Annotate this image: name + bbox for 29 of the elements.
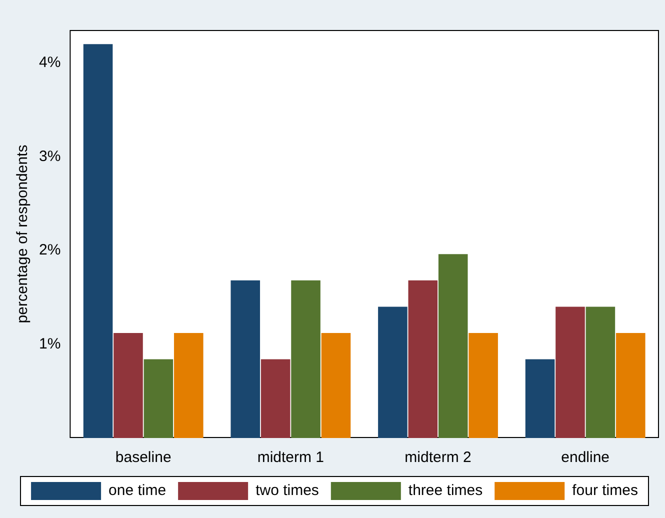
y-axis-title: percentage of respondents <box>14 144 32 324</box>
y-tick-label: 4% <box>38 54 61 71</box>
bar <box>378 306 408 438</box>
y-tick-label: 2% <box>38 242 61 259</box>
x-tick-label: baseline <box>115 449 172 466</box>
bar <box>114 332 143 438</box>
bar <box>468 332 498 438</box>
bar <box>230 280 260 438</box>
bar <box>83 44 113 438</box>
bar <box>144 359 174 438</box>
legend-label: one time <box>108 482 166 500</box>
y-tick-label: 3% <box>38 148 61 165</box>
x-tick-label: midterm 2 <box>404 449 472 466</box>
bar <box>556 306 585 438</box>
y-tick-label: 1% <box>38 335 61 352</box>
bar <box>408 280 438 438</box>
x-tick-label: endline <box>561 449 610 466</box>
bar <box>616 332 646 438</box>
bar <box>586 306 616 438</box>
bar <box>260 359 290 438</box>
bar <box>291 280 320 438</box>
legend-label: four times <box>572 482 638 500</box>
bar <box>525 359 555 438</box>
bar <box>174 332 204 438</box>
legend-label: three times <box>408 482 483 500</box>
x-tick-label: midterm 1 <box>257 449 324 466</box>
bar <box>321 332 351 438</box>
bar <box>438 254 468 438</box>
legend-label: two times <box>256 482 319 500</box>
